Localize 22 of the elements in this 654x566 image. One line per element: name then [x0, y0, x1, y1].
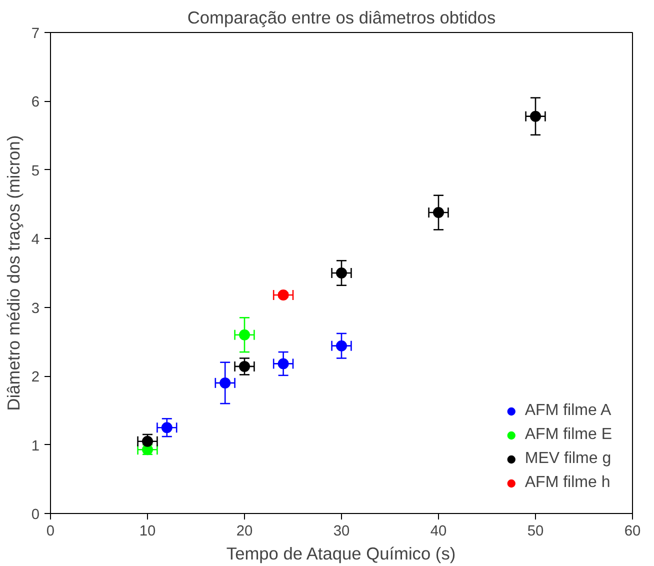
- x-tick-label: 20: [236, 524, 253, 540]
- legend-label: AFM filme A: [524, 402, 612, 420]
- x-tick-label: 50: [527, 524, 544, 540]
- x-tick-label: 0: [46, 524, 55, 540]
- x-tick-label: 30: [333, 524, 350, 540]
- x-tick-label: 10: [139, 524, 156, 540]
- y-tick-label: 0: [31, 507, 40, 523]
- legend-label: AFM filme h: [524, 474, 610, 492]
- x-tick-label: 40: [430, 524, 447, 540]
- y-tick-label: 4: [31, 232, 40, 248]
- legend-label: MEV filme g: [524, 450, 612, 468]
- y-tick-label: 6: [31, 94, 40, 111]
- chart-title: Comparação entre os diâmetros obtidos: [187, 8, 496, 28]
- x-axis-title: Tempo de Ataque Químico (s): [226, 544, 456, 564]
- y-tick-label: 1: [31, 438, 40, 454]
- y-tick-label: 3: [31, 300, 40, 317]
- x-tick-label: 60: [624, 524, 641, 540]
- legend-label: AFM filme E: [524, 426, 612, 444]
- y-tick-label: 2: [31, 370, 40, 386]
- y-axis-title: Diâmetro médio dos traços (micron): [3, 135, 24, 411]
- y-tick-label: 7: [31, 26, 40, 42]
- y-tick-label: 5: [31, 163, 40, 180]
